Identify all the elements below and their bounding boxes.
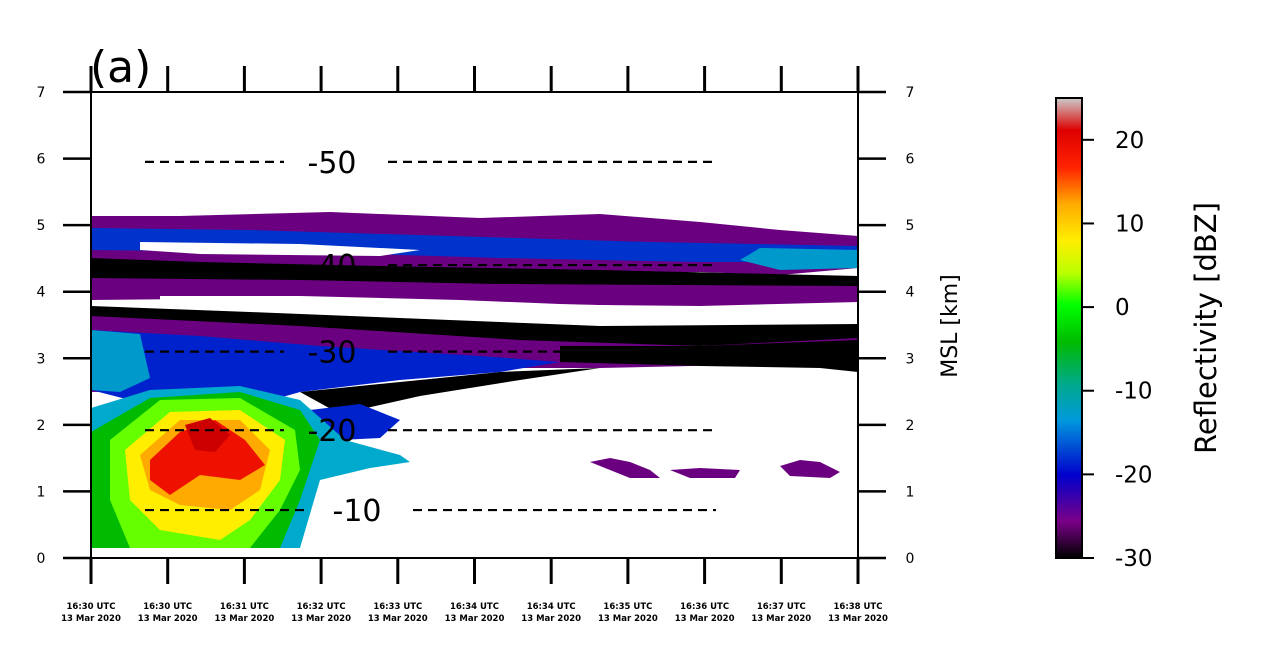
y-tick-label-right: 1 — [906, 484, 915, 500]
x-tick-label-time: 16:35 UTC — [603, 602, 652, 612]
x-tick-label-time: 16:31 UTC — [220, 602, 269, 612]
x-tick-label-date: 13 Mar 2020 — [445, 614, 505, 624]
upper-layer-blue — [91, 228, 858, 262]
core-darkred — [185, 418, 230, 452]
y-tick-label-right: 0 — [906, 551, 915, 567]
right-axis-label: MSL [km] — [938, 274, 963, 378]
y-tick-label-right: 4 — [906, 285, 915, 301]
isotherm-label: -10 — [333, 494, 382, 529]
y-tick-label-left: 5 — [37, 218, 46, 234]
panel-label: (a) — [90, 42, 151, 93]
colorbar-tick-label: 0 — [1115, 295, 1130, 321]
y-tick-label-left: 3 — [37, 351, 46, 367]
colorbar-label: Reflectivity [dBZ] — [1189, 202, 1223, 454]
isotherm-label: -20 — [308, 414, 357, 449]
upper-gap — [140, 242, 420, 256]
y-tick-label-right: 5 — [906, 218, 915, 234]
x-tick-label-time: 16:34 UTC — [527, 602, 576, 612]
x-tick-label-date: 13 Mar 2020 — [521, 614, 581, 624]
x-tick-label-time: 16:34 UTC — [450, 602, 499, 612]
x-tick-label-date: 13 Mar 2020 — [828, 614, 888, 624]
x-tick-label-time: 16:30 UTC — [143, 602, 192, 612]
y-tick-label-left: 2 — [37, 418, 46, 434]
x-tick-label-date: 13 Mar 2020 — [215, 614, 275, 624]
x-tick-label-time: 16:33 UTC — [373, 602, 422, 612]
y-tick-label-right: 2 — [906, 418, 915, 434]
x-tick-label-date: 13 Mar 2020 — [61, 614, 121, 624]
y-tick-label-left: 6 — [37, 152, 46, 168]
isotherm-label: -50 — [308, 146, 357, 181]
colorbar-tick-label: -10 — [1115, 379, 1153, 405]
lower-layer-black — [560, 340, 858, 372]
core-red — [150, 420, 265, 495]
y-tick-label-left: 0 — [37, 551, 46, 567]
x-tick-label-date: 13 Mar 2020 — [751, 614, 811, 624]
colorbar-tick-label: 20 — [1115, 128, 1144, 154]
x-tick-label-time: 16:38 UTC — [834, 602, 883, 612]
colorbar-tick-label: 10 — [1115, 211, 1144, 237]
colorbar-ticks: -30 -20 -10 0 10 20 — [1082, 128, 1153, 572]
y-tick-label-left: 4 — [37, 285, 46, 301]
colorbar-tick-label: -30 — [1115, 546, 1153, 572]
mid-layer-purple — [91, 278, 858, 306]
y-tick-label-right: 7 — [906, 85, 915, 101]
x-tick-label-time: 16:36 UTC — [680, 602, 729, 612]
y-tick-label-right: 6 — [906, 152, 915, 168]
colorbar — [1055, 97, 1083, 559]
isotherm-label: -40 — [308, 249, 357, 284]
isotherm-layer: -50 -40 -30 -20 -10 — [145, 146, 716, 529]
mid-gap — [160, 296, 858, 326]
y-tick-label-right: 3 — [906, 351, 915, 367]
x-axis: 16:30 UTC 13 Mar 2020 16:30 UTC 13 Mar 2020… — [61, 66, 888, 624]
lower-layer-teal — [91, 330, 150, 392]
reflectivity-field — [91, 212, 858, 548]
y-axes: 0 0 1 1 2 2 3 3 4 4 5 5 6 6 7 7 — [37, 85, 915, 567]
x-tick-label-date: 13 Mar 2020 — [291, 614, 351, 624]
colorbar-tick-label: -20 — [1115, 462, 1153, 488]
x-tick-label-date: 13 Mar 2020 — [138, 614, 198, 624]
x-tick-label-date: 13 Mar 2020 — [598, 614, 658, 624]
x-tick-label-time: 16:30 UTC — [67, 602, 116, 612]
x-tick-label-date: 13 Mar 2020 — [368, 614, 428, 624]
anvil-tail — [300, 368, 600, 414]
echo-2 — [670, 468, 740, 478]
echo-3 — [780, 460, 840, 478]
y-tick-label-left: 7 — [37, 85, 46, 101]
x-tick-label-time: 16:32 UTC — [297, 602, 346, 612]
x-tick-label-date: 13 Mar 2020 — [675, 614, 735, 624]
isotherm-label: -30 — [308, 336, 357, 371]
upper-layer-cyan — [740, 248, 858, 270]
y-tick-label-left: 1 — [37, 484, 46, 500]
echo-1 — [590, 458, 660, 478]
mid-black — [91, 306, 858, 346]
x-tick-label-time: 16:37 UTC — [757, 602, 806, 612]
